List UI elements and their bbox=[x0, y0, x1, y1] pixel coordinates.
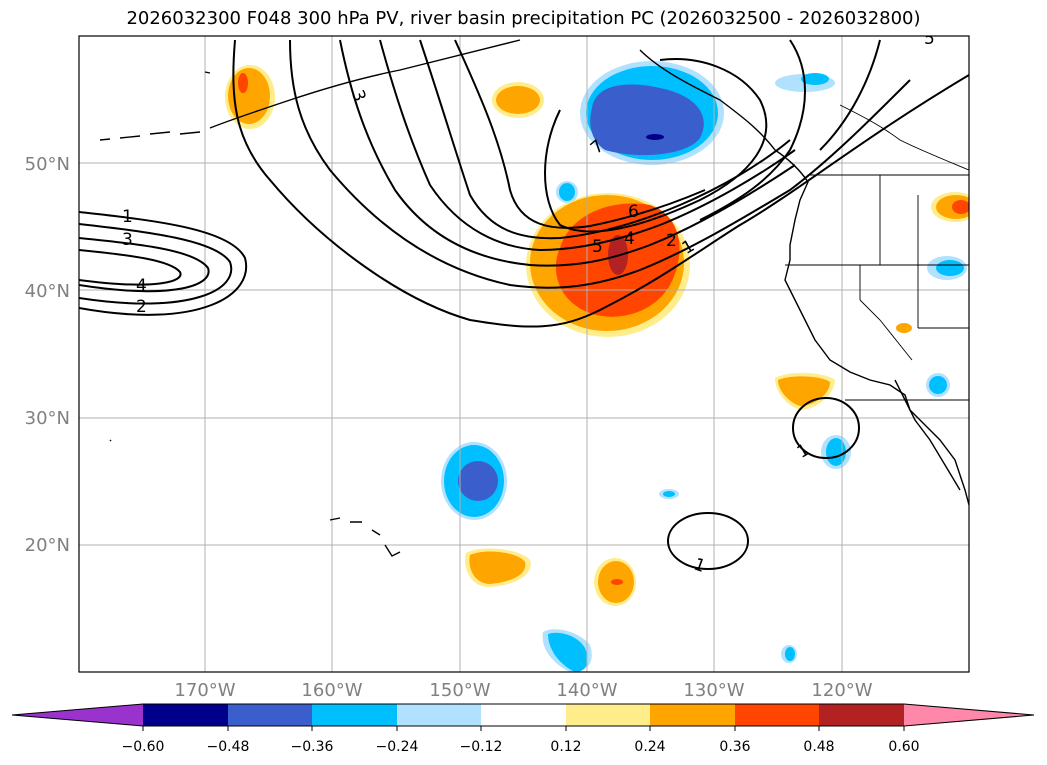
colorbar-cell bbox=[228, 704, 312, 726]
colorbar-cell bbox=[312, 704, 397, 726]
lat-label: 30°N bbox=[25, 408, 70, 429]
colorbar-cell bbox=[566, 704, 650, 726]
contour-label: 2 bbox=[666, 231, 677, 251]
lat-label: 40°N bbox=[25, 281, 70, 302]
lat-label: 20°N bbox=[25, 535, 70, 556]
colorbar-tick-label: −0.12 bbox=[460, 739, 503, 755]
contour-label: 5 bbox=[924, 29, 935, 49]
colorbar-cell bbox=[143, 704, 228, 726]
colorbar-tick-label: 0.60 bbox=[888, 739, 919, 755]
colorbar-tick-label: −0.60 bbox=[122, 739, 165, 755]
colorbar-cell bbox=[904, 704, 1034, 726]
colorbar-tick-label: 0.36 bbox=[719, 739, 750, 755]
lon-label: 140°W bbox=[556, 680, 617, 701]
lat-label: 50°N bbox=[25, 154, 70, 175]
colorbar-cell bbox=[397, 704, 481, 726]
lon-label: 160°W bbox=[301, 680, 362, 701]
pv-contours bbox=[79, 39, 969, 570]
lon-label: 120°W bbox=[811, 680, 872, 701]
contour-label: 4 bbox=[624, 229, 635, 249]
political-borders bbox=[785, 104, 969, 401]
colorbar-cell bbox=[481, 704, 566, 726]
lon-label: 150°W bbox=[429, 680, 490, 701]
map-title: 2026032300 F048 300 hPa PV, river basin … bbox=[126, 8, 921, 29]
colorbar: −0.60 −0.48 −0.36 −0.24 −0.12 0.12 0.24 … bbox=[11, 703, 1035, 755]
colorbar-tick-label: −0.36 bbox=[291, 739, 334, 755]
contour-label: 5 bbox=[592, 237, 603, 257]
colorbar-cell bbox=[819, 704, 904, 726]
contour-label: 4 bbox=[136, 276, 147, 296]
gridlines bbox=[79, 36, 969, 672]
lon-label: 170°W bbox=[174, 680, 235, 701]
colorbar-cell bbox=[650, 704, 735, 726]
contour-label: 6 bbox=[628, 202, 639, 222]
colorbar-tick-label: 0.48 bbox=[803, 739, 834, 755]
colorbar-cell bbox=[12, 704, 143, 726]
plot-frame bbox=[78, 35, 970, 673]
colorbar-tick-label: 0.12 bbox=[550, 739, 581, 755]
contour-label: 1 bbox=[122, 207, 133, 227]
colorbar-tick-label: 0.24 bbox=[634, 739, 665, 755]
longitude-labels: 170°W 160°W 150°W 140°W 130°W 120°W bbox=[174, 680, 872, 701]
colorbar-tick-label: −0.48 bbox=[207, 739, 250, 755]
contour-label: 3 bbox=[122, 230, 133, 250]
latitude-labels: 50°N 40°N 30°N 20°N bbox=[25, 154, 70, 556]
lon-label: 130°W bbox=[683, 680, 744, 701]
colorbar-tick-label: −0.24 bbox=[376, 739, 419, 755]
contour-label: 2 bbox=[136, 297, 147, 317]
colorbar-cell bbox=[735, 704, 819, 726]
colorbar-ticks bbox=[142, 726, 905, 731]
